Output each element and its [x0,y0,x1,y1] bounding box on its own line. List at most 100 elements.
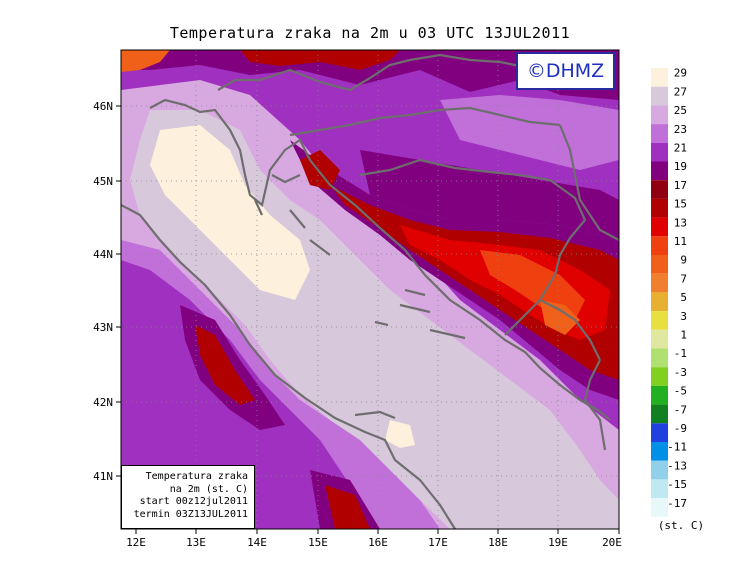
legend-swatch [651,68,668,87]
legend-label: 27 [674,85,687,98]
legend-swatch [651,460,668,480]
legend-swatch [651,479,668,499]
lon-label-15: 15E [308,536,328,549]
northwest-orange-zone [121,50,170,72]
grid [121,50,619,529]
italy-coastline [121,204,456,529]
balkan-orange-spot-2 [540,300,580,335]
legend-swatch [651,161,668,181]
lon-label-14: 14E [247,536,267,549]
legend-label: -1 [674,347,687,360]
warm-sea-core [150,125,310,300]
legend-swatch [651,404,668,424]
lat-label-45: 45N [93,175,113,188]
italy-cold-core-2 [195,325,255,405]
east-purple [440,95,619,170]
info-line-4: termin 03Z13JUL2011 [133,508,248,520]
legend-swatch [651,442,668,461]
lon-label-16: 16E [368,536,388,549]
legend-swatch [651,86,668,106]
legend-unit: (st. C) [658,519,704,532]
lat-label-43: 43N [93,321,113,334]
montenegro-border [539,299,601,361]
lat-label-41: 41N [93,470,113,483]
legend-label: -9 [674,422,687,435]
legend-swatch [651,198,668,218]
lat-label-42: 42N [93,396,113,409]
legend-swatch [651,385,668,405]
east-cold-ridge [360,150,619,240]
legend-label: -17 [667,497,687,510]
lon-label-13: 13E [186,536,206,549]
legend-label: -5 [674,385,687,398]
lon-label-18: 18E [488,536,508,549]
legend-label: 25 [674,104,687,117]
island-dugi [309,239,331,256]
croatia-north-border [289,106,561,137]
info-line-1: Temperatura zraka [145,471,248,482]
boundaries [121,53,619,529]
island-korcula [429,328,466,340]
bosnia-border [359,158,587,336]
north-red-zone [240,50,400,70]
legend-label: 21 [674,142,687,155]
legend-label: 29 [674,67,687,80]
legend-swatch [651,236,668,255]
legend-swatch [651,180,668,199]
legend-label: 3 [680,310,687,323]
legend-label: -15 [667,478,687,491]
map-frame [120,49,620,530]
temperature-field [121,50,619,529]
legend-label: -13 [667,459,687,472]
legend-label: 7 [680,272,687,285]
legend-swatch [651,142,668,162]
legend-label: -3 [674,366,687,379]
island-cres [254,199,263,216]
lon-label-20: 20E [602,536,622,549]
gargano-coast [354,410,396,420]
slovenia-border [217,68,371,92]
serbia-border [558,124,619,241]
island-krk [271,174,301,184]
lon-axis [135,529,620,534]
istria-coastline [149,98,611,421]
legend-label: 15 [674,198,687,211]
lon-label-17: 17E [428,536,448,549]
legend-swatch [651,105,668,125]
legend-swatch [651,255,668,274]
balkan-red-zone [330,185,619,380]
legend-label: 11 [674,235,687,248]
island-brac [404,288,426,297]
legend-label: 9 [680,254,687,267]
legend-swatch [651,423,668,442]
legend-swatch [651,367,668,386]
info-line-3: start 00z12jul2011 [139,496,248,507]
legend-swatch [651,498,668,517]
legend-swatch [651,348,668,368]
albania-border [583,359,607,451]
map-title: Temperatura zraka na 2m u 03 UTC 13JUL20… [169,24,571,42]
color-legend: 29 27 25 23 21 19 17 15 13 11 9 7 5 3 1 -1 -3 -5 -7 -9 -11 -1… [651,67,687,517]
island-vis [374,320,389,327]
island-pag [289,209,306,229]
legend-label: 1 [680,329,687,342]
legend-swatch [651,311,668,330]
lon-labels: 12E 13E 14E 15E 16E 17E 18E 19E 20E [126,536,622,549]
lat-label-46: 46N [93,100,113,113]
legend-swatch [651,124,668,143]
island-hvar [399,303,431,314]
lon-label-19: 19E [548,536,568,549]
legend-swatch [651,329,668,349]
lat-label-44: 44N [93,248,113,261]
dhmz-logo: ©DHMZ [516,52,615,90]
legend-swatch [651,217,668,237]
legend-swatch [651,292,668,312]
lon-label-12: 12E [126,536,146,549]
legend-label: 17 [674,179,687,192]
legend-label: -7 [674,403,687,416]
lat-labels: 46N 45N 44N 43N 42N 41N [93,100,113,483]
italy-south-red [325,485,370,529]
legend-label: 23 [674,123,687,136]
legend-swatch [651,273,668,293]
